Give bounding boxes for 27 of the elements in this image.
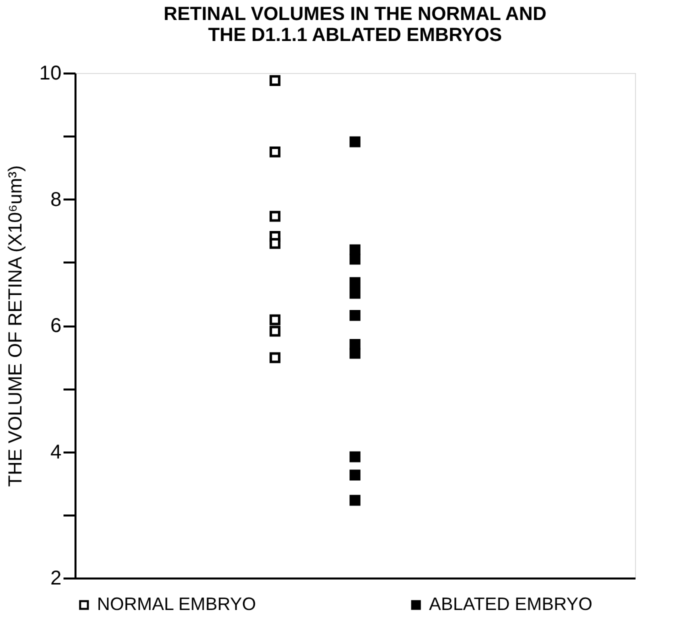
point [350,254,360,265]
point [270,210,280,222]
legend-label: ABLATED EMBRYO [429,594,592,614]
text: THE D1.1.1 ABLATED EMBRYOS [208,25,502,46]
point [350,348,360,359]
point [350,136,360,148]
point [270,146,280,158]
y-axis-title: THE VOLUME OF RETINA (X10⁶um³) [5,165,26,487]
point [270,75,280,86]
point [270,314,280,326]
y-tick-label: 2 [50,568,62,590]
point [350,451,360,462]
point [350,288,360,299]
y-tick-label: 6 [50,315,62,337]
point [350,494,360,506]
point [270,238,280,249]
point [270,326,280,337]
point [350,277,360,288]
y-tick-label: 4 [50,441,62,464]
text: RETINAL VOLUMES IN THE NORMAL AND [164,4,546,25]
point [350,310,360,321]
y-tick-label: 10 [39,62,62,84]
legend-label: NORMAL EMBRYO [97,594,256,614]
point [270,352,280,364]
point [350,470,360,481]
y-tick-label: 8 [50,188,62,211]
point [350,244,360,256]
